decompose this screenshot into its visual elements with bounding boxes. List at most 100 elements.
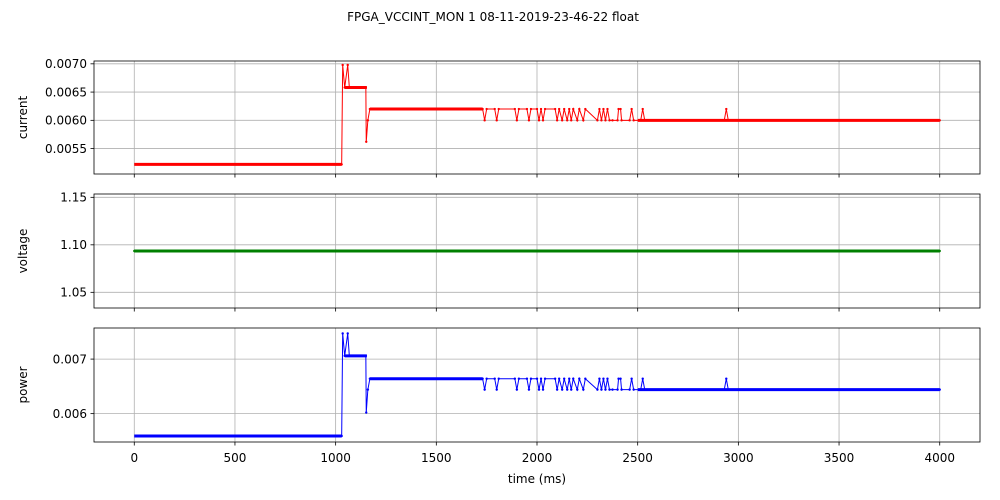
data-point [495, 388, 498, 391]
data-point [481, 377, 484, 380]
data-point [616, 119, 619, 122]
data-point [578, 377, 581, 380]
data-point [555, 388, 559, 391]
data-point [525, 377, 529, 380]
data-point [641, 107, 644, 111]
data-point [557, 107, 561, 111]
y-tick-label: 1.10 [60, 238, 87, 252]
data-point [620, 388, 623, 391]
data-point [584, 107, 587, 111]
data-point [515, 388, 519, 391]
data-point [497, 377, 500, 380]
data-point [365, 411, 368, 414]
data-point [562, 377, 566, 380]
data-point [555, 119, 559, 122]
data-point [608, 388, 611, 391]
data-point [604, 119, 607, 122]
data-point [600, 388, 603, 391]
data-point [938, 119, 941, 122]
x-tick-label: 2000 [522, 451, 553, 465]
y-axis-label: current [16, 96, 30, 140]
y-tick-label: 1.05 [60, 286, 87, 300]
data-point [628, 388, 631, 391]
data-point [619, 377, 622, 380]
data-point [596, 119, 599, 122]
data-point [632, 388, 635, 391]
data-point [725, 377, 728, 380]
data-point [495, 119, 498, 122]
data-point [537, 388, 541, 391]
data-point [572, 377, 575, 380]
data-point [341, 63, 344, 67]
data-point [582, 119, 585, 122]
data-point [576, 119, 579, 122]
data-point [608, 119, 611, 122]
data-point [340, 434, 343, 438]
series-power [134, 332, 941, 438]
data-point [616, 388, 619, 391]
y-axis-label: power [16, 366, 30, 403]
data-point [493, 107, 496, 111]
data-point [543, 107, 547, 111]
data-point [620, 119, 623, 122]
data-point [527, 388, 531, 391]
data-point [513, 107, 517, 111]
data-point [727, 119, 730, 122]
data-point [541, 119, 545, 122]
data-point [617, 377, 620, 380]
data-point [539, 377, 543, 380]
data-point [560, 119, 564, 122]
subplot-voltage: 1.05 1.10 1.15 voltage [16, 191, 981, 312]
data-point [340, 163, 343, 166]
data-point [346, 63, 349, 67]
data-point [562, 107, 566, 111]
y-axis-label: voltage [16, 229, 30, 274]
data-point [596, 388, 599, 391]
data-point [529, 377, 533, 380]
series-current [134, 63, 941, 166]
data-point [617, 107, 620, 111]
data-point [568, 107, 571, 111]
data-point [619, 107, 622, 111]
data-point [343, 86, 346, 89]
data-point [365, 140, 368, 143]
data-point [568, 377, 571, 380]
data-point [632, 119, 635, 122]
data-point [584, 377, 587, 380]
data-point [643, 388, 646, 391]
data-point [133, 249, 136, 253]
data-point [366, 119, 370, 122]
data-point [341, 332, 344, 335]
data-point [541, 388, 545, 391]
data-point [566, 388, 569, 391]
data-point [485, 107, 488, 111]
data-point [493, 377, 496, 380]
x-tick-label: 3500 [824, 451, 855, 465]
x-tick-label: 3000 [723, 451, 754, 465]
data-point [611, 119, 614, 122]
data-point [517, 107, 521, 111]
data-point [529, 107, 533, 111]
data-point [483, 388, 486, 391]
series-line [341, 64, 940, 165]
data-point [725, 107, 728, 111]
series-line [341, 333, 940, 437]
data-point [517, 377, 521, 380]
data-point [557, 377, 561, 380]
data-point [364, 354, 368, 358]
data-point [560, 388, 564, 391]
data-point [539, 107, 543, 111]
data-point [570, 119, 573, 122]
data-point [553, 377, 557, 380]
data-point [515, 119, 519, 122]
data-point [368, 107, 372, 111]
data-point [535, 107, 539, 111]
data-point [553, 107, 557, 111]
y-tick-label: 1.15 [60, 191, 87, 205]
subplots: 0.00550.00600.00650.0070current1.051.101… [16, 57, 981, 465]
data-point [576, 388, 579, 391]
data-point [630, 377, 633, 380]
data-point [639, 388, 642, 391]
data-point [485, 377, 488, 380]
